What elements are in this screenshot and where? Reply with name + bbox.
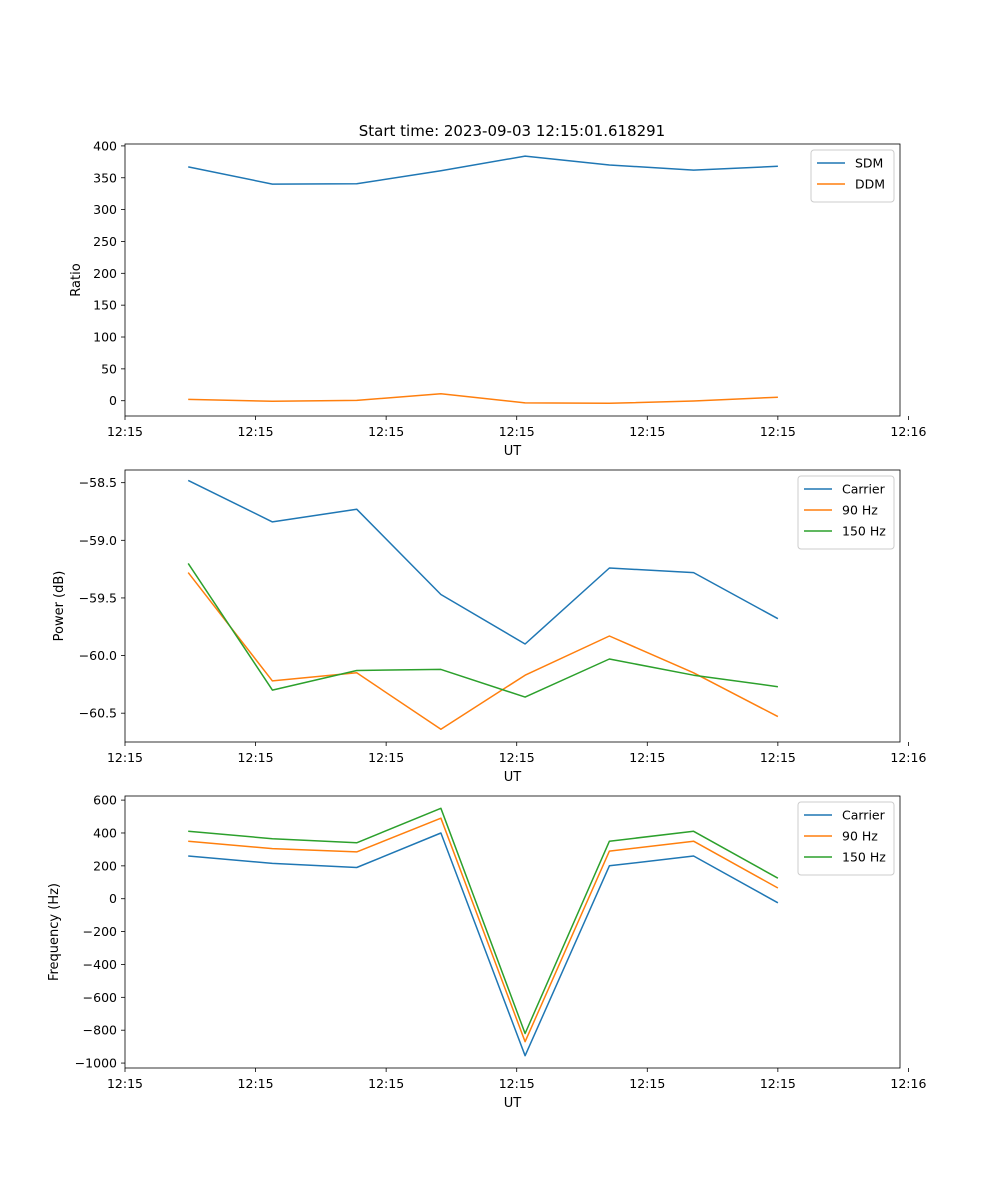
y-tick-label: 350 [93,170,117,185]
legend-label: 150 Hz [842,850,886,865]
axes-frame [124,795,901,1069]
y-tick-label: 0 [109,891,117,906]
y-tick-label: 400 [93,138,117,153]
legend: SDM DDM [810,149,895,203]
legend: Carrier 90 Hz 150 Hz [797,475,895,550]
y-tick-label: −60.0 [79,648,117,663]
y-tick-label: 50 [101,361,117,376]
x-tick-label: 12:15 [499,424,535,439]
legend-label: DDM [855,177,885,192]
axes-frame [124,469,901,743]
y-tick-label: −59.0 [79,533,117,548]
x-tick-label: 12:15 [107,1076,143,1091]
y-tick-label: −60.5 [79,706,117,721]
y-tick-label: 200 [93,266,117,281]
series-line-90-hz [188,817,779,1043]
y-axis-label: Frequency (Hz) [47,883,62,981]
series-line-sdm [188,155,778,185]
series-line-150-hz [188,807,779,1035]
x-tick-label: 12:15 [238,750,274,765]
axes-frame [124,143,901,417]
x-tick-label: 12:15 [368,1076,404,1091]
panel-3: 12:15 12:15 12:15 12:15 12:15 12:15 12:16 −1000… [47,793,926,1111]
y-tick-label: −800 [83,1023,117,1038]
x-tick-label: 12:16 [890,750,926,765]
x-tick-label: 12:15 [238,1076,274,1091]
x-tick-label: 12:15 [238,424,274,439]
x-tick-label: 12:15 [107,750,143,765]
series-line-ddm [188,392,778,405]
y-tick-label: 150 [93,298,117,313]
y-tick-label: −200 [83,924,117,939]
legend-label: 150 Hz [842,524,886,539]
y-tick-label: −400 [83,957,117,972]
x-axis-label: UT [504,770,522,785]
y-tick-label: 200 [93,858,117,873]
y-tick-label: −59.5 [79,590,117,605]
x-tick-label: 12:15 [629,750,665,765]
y-tick-label: 300 [93,202,117,217]
panel-1: 12:15 12:15 12:15 12:15 12:15 12:15 12:16 0 50 10… [69,138,926,459]
y-tick-label: 250 [93,234,117,249]
y-tick-label: −600 [83,990,117,1005]
x-tick-label: 12:15 [760,750,796,765]
series-line-90-hz [187,572,779,731]
x-tick-label: 12:16 [890,1076,926,1091]
x-tick-label: 12:15 [629,424,665,439]
legend-label: Carrier [842,808,886,823]
x-tick-label: 12:16 [890,424,926,439]
x-tick-label: 12:15 [629,1076,665,1091]
y-axis-label: Power (dB) [52,571,67,642]
series-line-carrier [187,479,779,645]
y-tick-label: 400 [93,825,117,840]
y-tick-label: −58.5 [79,475,117,490]
series-line-150-hz [187,562,779,698]
legend-label: SDM [855,156,883,171]
y-tick-label: 100 [93,330,117,345]
x-tick-label: 12:15 [107,424,143,439]
x-tick-label: 12:15 [499,1076,535,1091]
x-tick-label: 12:15 [368,424,404,439]
x-tick-label: 12:15 [368,750,404,765]
x-axis-label: UT [504,444,522,459]
y-tick-label: 600 [93,793,117,808]
x-tick-label: 12:15 [760,1076,796,1091]
legend: Carrier 90 Hz 150 Hz [797,801,895,876]
y-axis-label: Ratio [69,263,84,296]
x-tick-label: 12:15 [499,750,535,765]
panel-2: 12:15 12:15 12:15 12:15 12:15 12:15 12:16 −60.5… [52,469,926,785]
legend-label: Carrier [842,482,886,497]
y-tick-label: −1000 [75,1056,117,1071]
legend-label: 90 Hz [842,503,878,518]
chart-title: Start time: 2023-09-03 12:15:01.618291 [359,122,665,140]
series-line-carrier [188,832,779,1057]
x-tick-label: 12:15 [760,424,796,439]
x-axis-label: UT [504,1096,522,1111]
y-tick-label: 0 [109,393,117,408]
legend-label: 90 Hz [842,829,878,844]
